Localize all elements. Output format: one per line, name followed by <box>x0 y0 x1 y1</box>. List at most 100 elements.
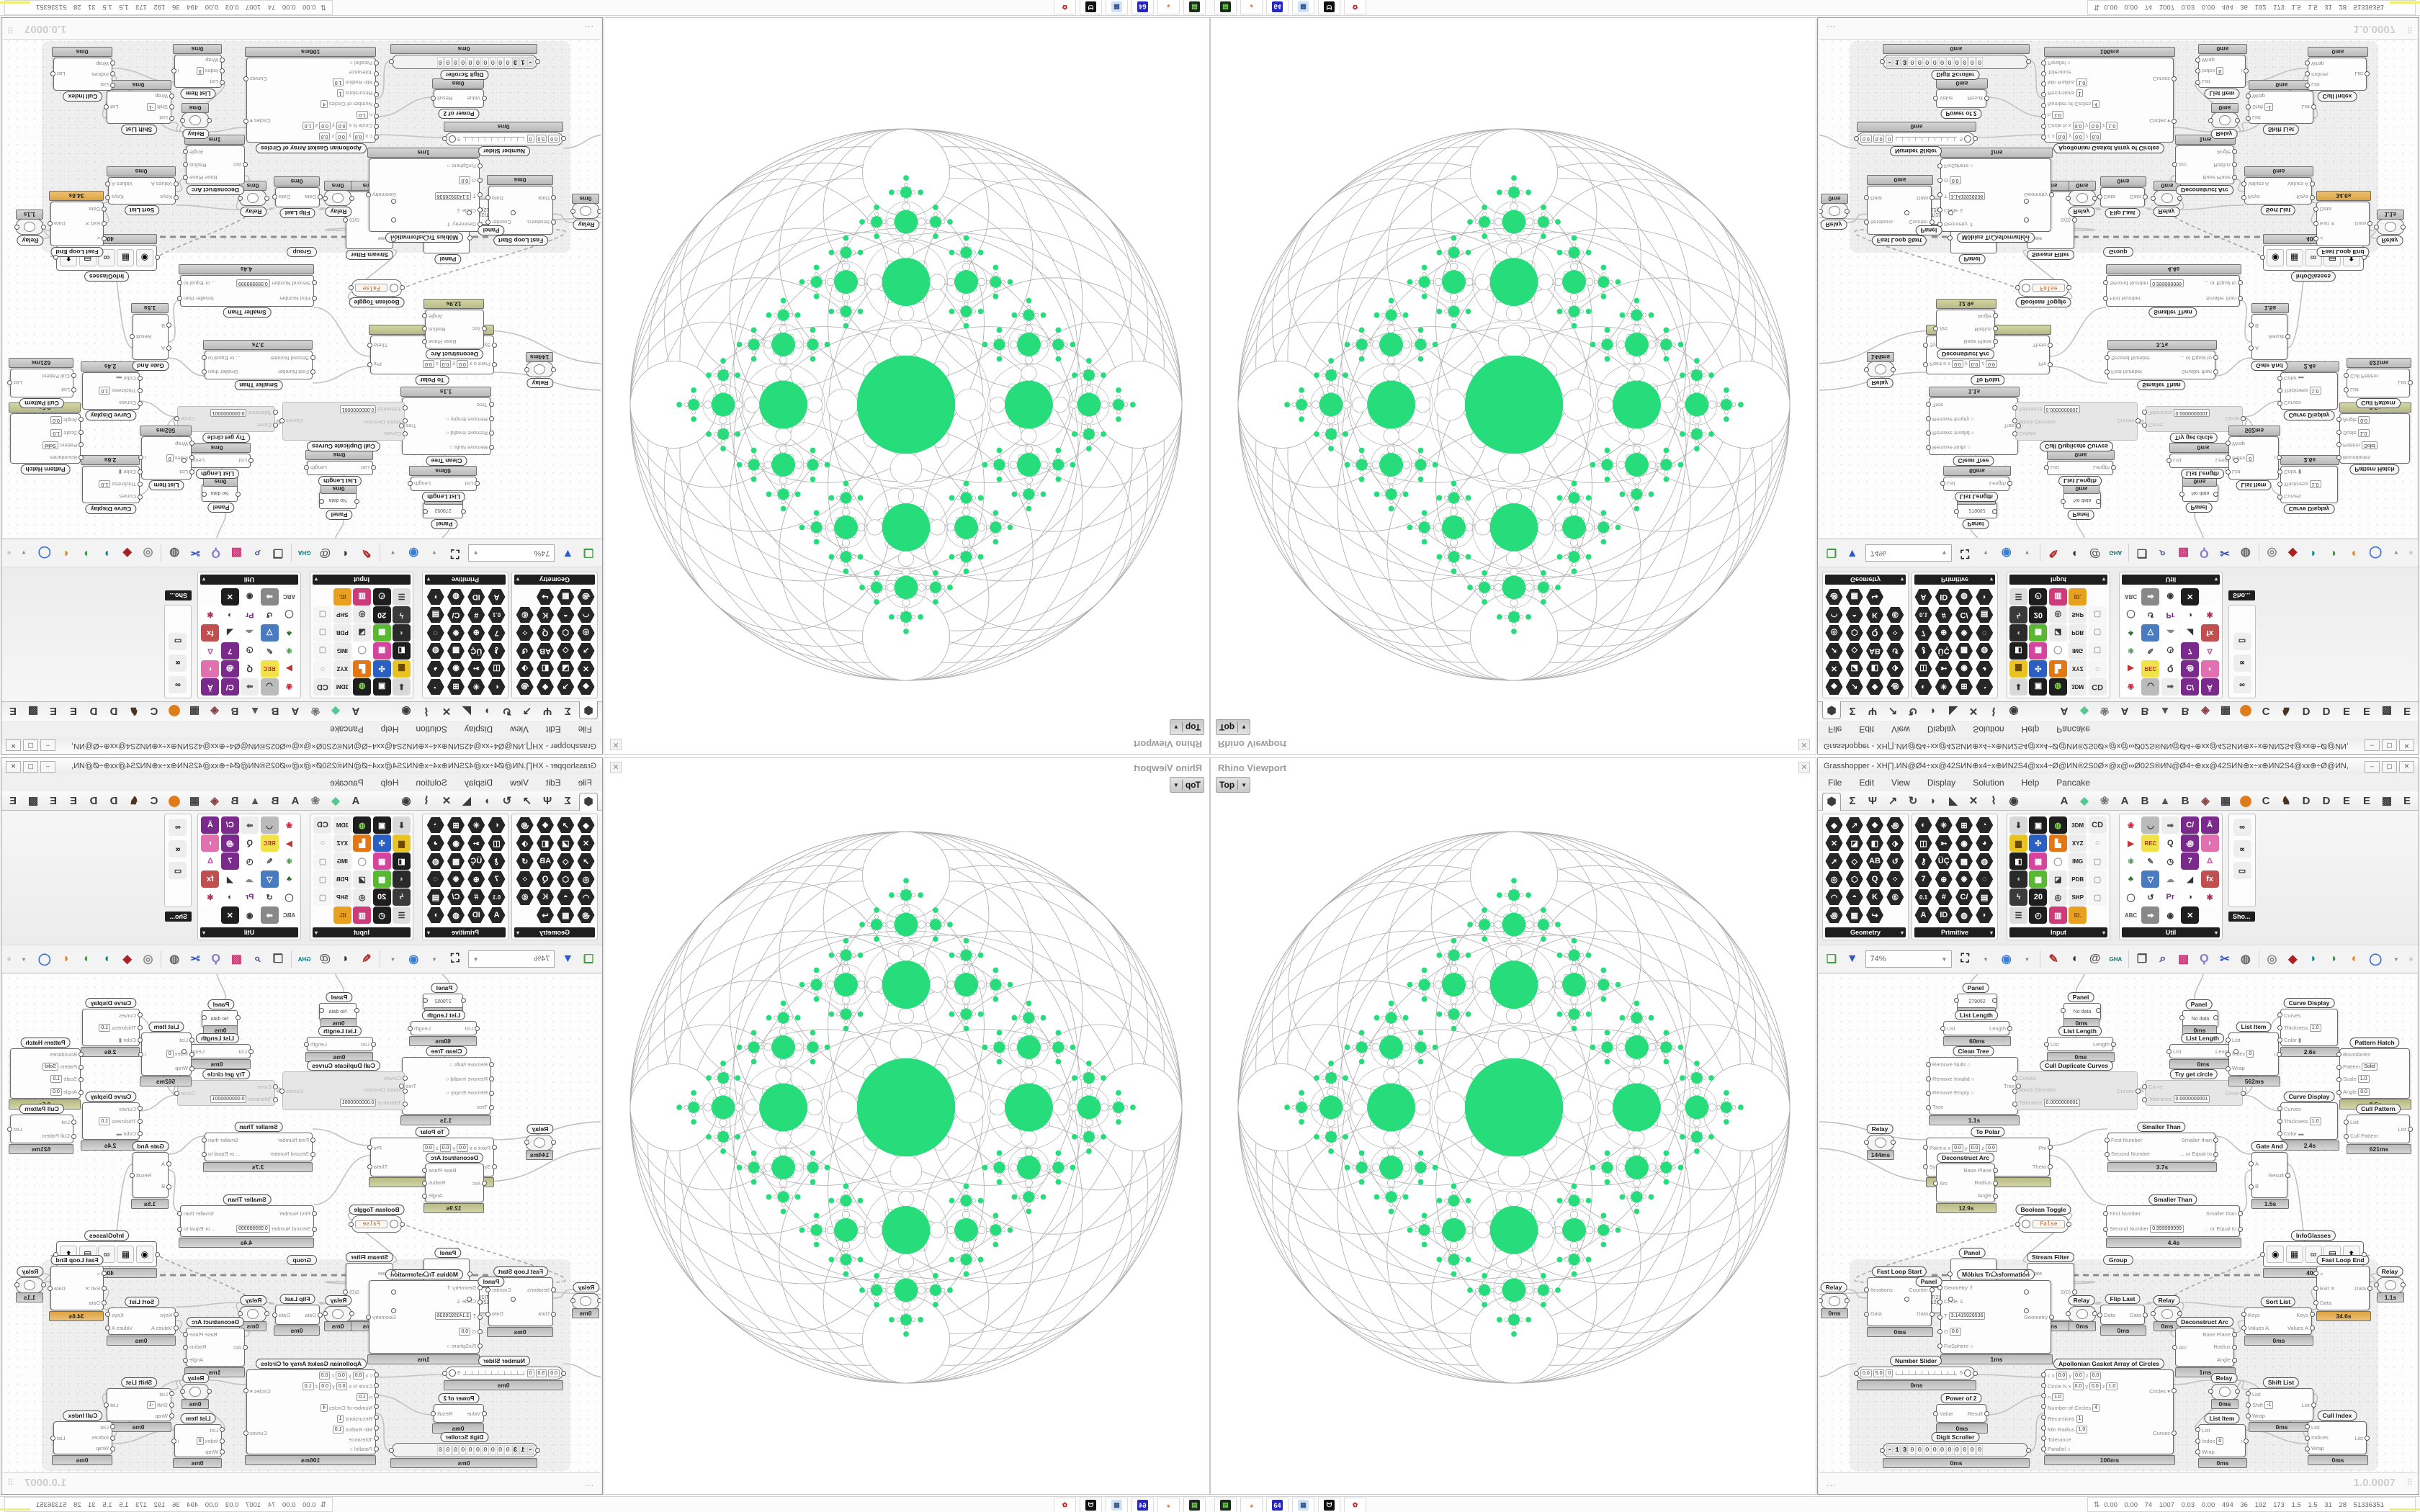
input-port-nub[interactable] <box>400 285 405 291</box>
input-port-nub[interactable] <box>71 373 76 379</box>
digit-cell[interactable]: 1 <box>519 1445 526 1455</box>
node-body[interactable]: Curves Thickness 1.0 Color ▮ <box>2280 1009 2338 1046</box>
component-icon[interactable]: ꩜ <box>1825 906 1843 924</box>
category-tab-9[interactable]: ◉ <box>401 705 411 717</box>
output-port-nub[interactable] <box>105 195 110 200</box>
input-port-nub[interactable] <box>2012 1075 2017 1081</box>
component-icon[interactable]: ◗ <box>426 906 444 924</box>
slider-value[interactable]: 0.0 <box>548 1369 560 1377</box>
maximize-button[interactable]: ▢ <box>23 761 38 773</box>
category-tab-19[interactable]: ▦ <box>2220 705 2231 717</box>
category-tab-5[interactable]: ◗ <box>483 705 490 718</box>
digit-cell[interactable]: 0 <box>1961 57 1968 67</box>
node-body[interactable]: Data Data <box>275 187 320 207</box>
input-port-nub[interactable] <box>2024 1289 2029 1295</box>
component-icon[interactable]: ✳ <box>467 816 485 834</box>
digit-cell[interactable]: 0 <box>1909 1445 1916 1455</box>
toolbar-icon[interactable]: @ <box>2089 953 2101 965</box>
input-port-nub[interactable] <box>1948 1271 1953 1277</box>
node-body[interactable]: List Shift -1 Wrap List <box>107 1388 171 1421</box>
digit-cell[interactable]: 3 <box>511 1445 519 1455</box>
node-body[interactable]: Arc Base Plane Radius Angle <box>1936 310 1995 348</box>
component-icon[interactable]: ❀ <box>2122 816 2140 834</box>
component-icon[interactable]: ➚ <box>577 852 595 870</box>
category-tab-13[interactable]: ❀ <box>2099 795 2110 807</box>
input-port-nub[interactable] <box>478 163 483 168</box>
category-tab-12[interactable]: ◆ <box>2080 705 2089 717</box>
mini-icon[interactable]: ▦ <box>2285 1246 2303 1263</box>
toolbar-icon[interactable]: ◐ <box>61 547 69 559</box>
component-icon[interactable]: ⑥ <box>1886 888 1904 906</box>
output-port-nub[interactable] <box>2241 416 2246 422</box>
ribbon-panel-label[interactable]: Geometry ▾ <box>514 927 595 937</box>
toolbar-icon[interactable]: ⌕ <box>254 547 261 559</box>
category-tab-24[interactable]: D <box>89 794 98 807</box>
toolbar-icon[interactable]: ▾ <box>432 955 436 963</box>
category-tab-22[interactable]: ♞ <box>129 795 139 807</box>
component-icon[interactable]: Δ <box>201 642 220 660</box>
component-icon[interactable]: ▙ <box>2048 660 2067 678</box>
component-icon[interactable]: ÜÇ <box>1935 642 1953 660</box>
component-icon[interactable]: ▦ <box>372 642 391 660</box>
component-icon[interactable]: ⊕ <box>1935 870 1953 888</box>
output-port-nub[interactable] <box>2136 1088 2141 1094</box>
viewport-tab-top[interactable]: Top ▼ <box>1216 777 1251 793</box>
input-port-nub[interactable] <box>489 1076 494 1081</box>
component-icon[interactable]: ▣ <box>2029 816 2048 834</box>
input-port-nub[interactable] <box>310 1137 315 1143</box>
slider-body[interactable]: 0.0 5.0 0 5 <box>445 1367 563 1380</box>
component-icon[interactable]: ◕ <box>1976 834 1994 852</box>
input-port-nub[interactable] <box>1904 1296 1909 1302</box>
category-tab-18[interactable]: ◈ <box>210 795 219 807</box>
panel-body[interactable]: No data <box>319 492 357 509</box>
component-icon[interactable]: ✎ <box>260 642 279 660</box>
output-port-nub[interactable] <box>2235 1388 2240 1394</box>
tray-icon[interactable]: ▤ <box>1214 1498 1237 1512</box>
input-port-nub[interactable] <box>248 1048 254 1054</box>
node-body[interactable]: Data Data <box>275 1305 320 1325</box>
component-icon[interactable]: A <box>488 906 506 924</box>
output-port-nub[interactable] <box>2213 369 2218 375</box>
slider-value[interactable]: 0.0 <box>548 135 560 143</box>
component-icon[interactable]: ▦ <box>1845 906 1863 924</box>
component-icon[interactable]: ϟ <box>2009 888 2027 906</box>
input-port-nub[interactable] <box>492 343 497 348</box>
node-body[interactable]: List Length <box>2047 461 2113 475</box>
component-icon[interactable]: 0.1 <box>1914 606 1932 624</box>
output-port-nub[interactable] <box>323 1310 328 1316</box>
digit-cell[interactable]: 0 <box>482 57 489 67</box>
toolbar-icon[interactable]: ✂ <box>2220 953 2230 966</box>
component-icon[interactable]: ➚ <box>1825 642 1843 660</box>
component-icon[interactable]: ➡ <box>241 678 259 696</box>
category-tab-22[interactable]: ♞ <box>2281 705 2291 717</box>
component-icon[interactable]: ◉ <box>2161 588 2179 606</box>
toolbar-icon[interactable]: ▾ <box>2025 549 2029 557</box>
slider-value[interactable]: 5.0 <box>1873 1369 1885 1377</box>
component-icon[interactable]: ✣ <box>372 834 391 852</box>
component-icon[interactable]: AB <box>537 642 555 660</box>
category-tab-28[interactable]: E <box>2403 794 2411 807</box>
category-tab-1[interactable]: Σ <box>1849 705 1856 718</box>
component-icon[interactable]: ✳ <box>1935 816 1953 834</box>
input-port-nub[interactable] <box>2226 1037 2231 1043</box>
category-tab-25[interactable]: E <box>70 794 78 807</box>
category-tab-27[interactable]: ▩ <box>27 705 39 717</box>
category-tab-0[interactable]: ⬢ <box>1822 792 1841 811</box>
input-port-nub[interactable] <box>1933 1410 1938 1416</box>
node-body[interactable]: First Number Second Number 0.999999999 Smal… <box>180 275 314 307</box>
component-icon[interactable]: Ā <box>2200 816 2219 834</box>
category-tab-25[interactable]: E <box>2342 705 2350 718</box>
output-port-nub[interactable] <box>202 1137 207 1143</box>
input-port-nub[interactable] <box>461 509 466 515</box>
component-icon[interactable]: ◔ <box>1976 816 1994 834</box>
category-tab-7[interactable]: ✕ <box>442 795 452 807</box>
category-tab-17[interactable]: B <box>2181 705 2190 718</box>
component-icon[interactable]: REC <box>260 660 279 678</box>
component-icon[interactable]: ▦ <box>372 852 391 870</box>
output-port-nub[interactable] <box>105 1326 110 1331</box>
node-body[interactable]: Keys Values A Keys Values A <box>2244 1308 2312 1335</box>
input-port-nub[interactable] <box>248 458 254 464</box>
component-icon[interactable]: ♣ <box>280 624 298 642</box>
input-port-nub[interactable] <box>1923 1145 1928 1150</box>
component-icon[interactable]: ◎ <box>577 870 595 888</box>
